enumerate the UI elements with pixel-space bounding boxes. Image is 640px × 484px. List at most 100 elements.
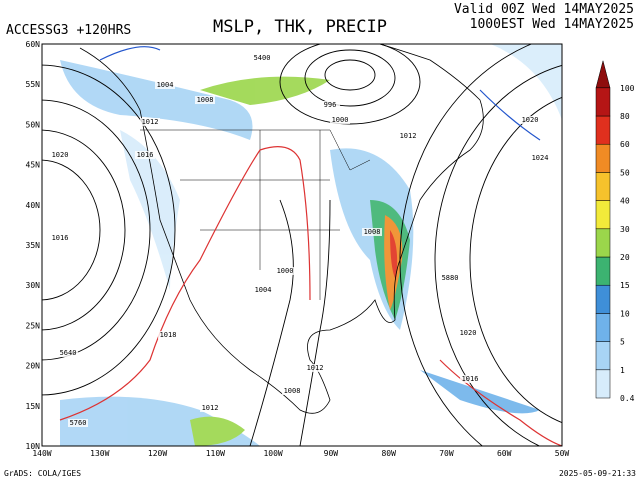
contour-label: 1012 [400, 132, 417, 140]
map-title: MSLP, THK, PRECIP [213, 17, 387, 37]
local-time: 1000EST Wed 14MAY2025 [470, 17, 634, 32]
contour-label-bg [320, 101, 340, 109]
colorbar-label: 100 [620, 84, 635, 93]
contour-label: 1012 [307, 364, 324, 372]
contour-label-bg [155, 81, 175, 89]
lon-label: 100W [263, 449, 282, 458]
contour-label: 5640 [60, 349, 77, 357]
colorbar-label: 40 [620, 197, 630, 206]
lon-label: 70W [439, 449, 454, 458]
contour-label-bg [330, 116, 350, 124]
lon-label: 90W [324, 449, 339, 458]
map-frame [41, 43, 563, 447]
colorbar-label: 10 [620, 309, 630, 318]
contour-label-bg [195, 96, 215, 104]
model-label: ACCESSG3 +120HRS [6, 23, 131, 38]
contour-label-bg [200, 404, 220, 412]
lat-label: 30N [26, 281, 41, 290]
contour-label: 5760 [70, 419, 87, 427]
contour-label-bg [282, 387, 302, 395]
contour-label: 1016 [462, 375, 479, 383]
colorbar-box [595, 115, 611, 145]
contour-label: 1016 [137, 151, 154, 159]
lon-label: 80W [381, 449, 396, 458]
timestamp: 2025-05-09-21:33 [559, 469, 636, 478]
lon-label: 120W [148, 449, 167, 458]
contour-label-bg [158, 331, 178, 339]
colorbar-box [595, 284, 611, 314]
lon-label: 140W [32, 449, 51, 458]
lat-label: 55N [26, 80, 41, 89]
colorbar-box [595, 256, 611, 286]
contour-label-bg [50, 234, 70, 242]
lat-label: 25N [26, 321, 41, 330]
colorbar-label: 50 [620, 168, 630, 177]
colorbar-label: 30 [620, 225, 630, 234]
contour-label-bg [440, 274, 460, 282]
colorbar-box [595, 228, 611, 258]
lat-label: 50N [26, 120, 41, 129]
contour-label-bg [275, 267, 295, 275]
contour-label: 1000 [277, 267, 294, 275]
contour-label: 1018 [160, 331, 177, 339]
lon-label: 60W [497, 449, 512, 458]
colorbar-label: 60 [620, 140, 630, 149]
contour-label: 1012 [202, 404, 219, 412]
colorbar-top [595, 59, 611, 89]
lon-label: 110W [206, 449, 225, 458]
lat-label: 60N [26, 40, 41, 49]
lat-label: 40N [26, 201, 41, 210]
colorbar-label: 5 [620, 338, 625, 347]
contour-label-bg [305, 364, 325, 372]
contour-label: 1020 [460, 329, 477, 337]
contour-label-bg [460, 375, 480, 383]
colorbar-label: 80 [620, 112, 630, 121]
colorbar-label: 20 [620, 253, 630, 262]
contour-label-bg [58, 349, 78, 357]
contour-label-bg [520, 116, 540, 124]
lon-label: 50W [555, 449, 570, 458]
contour-label: 1012 [142, 118, 159, 126]
contour-label: 1008 [197, 96, 214, 104]
contour-label-bg [362, 228, 382, 236]
contour-label-bg [252, 54, 272, 62]
valid-time: Valid 00Z Wed 14MAY2025 [454, 2, 634, 17]
contour-label-bg [398, 132, 418, 140]
lat-label: 35N [26, 241, 41, 250]
contour-label-bg [135, 151, 155, 159]
colorbar-label: 1 [620, 366, 625, 375]
lat-label: 20N [26, 362, 41, 371]
contour-label: 1008 [284, 387, 301, 395]
colorbar-label: 15 [620, 281, 630, 290]
credit: GrADS: COLA/IGES [4, 469, 81, 478]
colorbar-box [595, 341, 611, 371]
colorbar-label: 0.4 [620, 394, 635, 403]
contour-label: 1020 [52, 151, 69, 159]
contour-label-bg [68, 419, 88, 427]
colorbar-box [595, 200, 611, 230]
contour-label-bg [253, 286, 273, 294]
contour-label: 996 [324, 101, 337, 109]
map-field [41, 43, 563, 447]
contour-label: 1020 [522, 116, 539, 124]
lat-label: 15N [26, 402, 41, 411]
contour-label: 1004 [157, 81, 174, 89]
contour-label: 5400 [254, 54, 271, 62]
lon-label: 130W [90, 449, 109, 458]
contour-label-bg [140, 118, 160, 126]
colorbar-box [595, 369, 611, 399]
contour-label-bg [530, 154, 550, 162]
colorbar-box [595, 87, 611, 117]
contour-label-bg [458, 329, 478, 337]
colorbar-box [595, 313, 611, 342]
contour-label: 1008 [364, 228, 381, 236]
lat-label: 45N [26, 161, 41, 170]
contour-label: 1004 [255, 286, 272, 294]
colorbar-box [595, 172, 611, 201]
contour-label: 1024 [532, 154, 549, 162]
contour-label-bg [50, 151, 70, 159]
contour-label: 1000 [332, 116, 349, 124]
colorbar-box [595, 143, 611, 173]
